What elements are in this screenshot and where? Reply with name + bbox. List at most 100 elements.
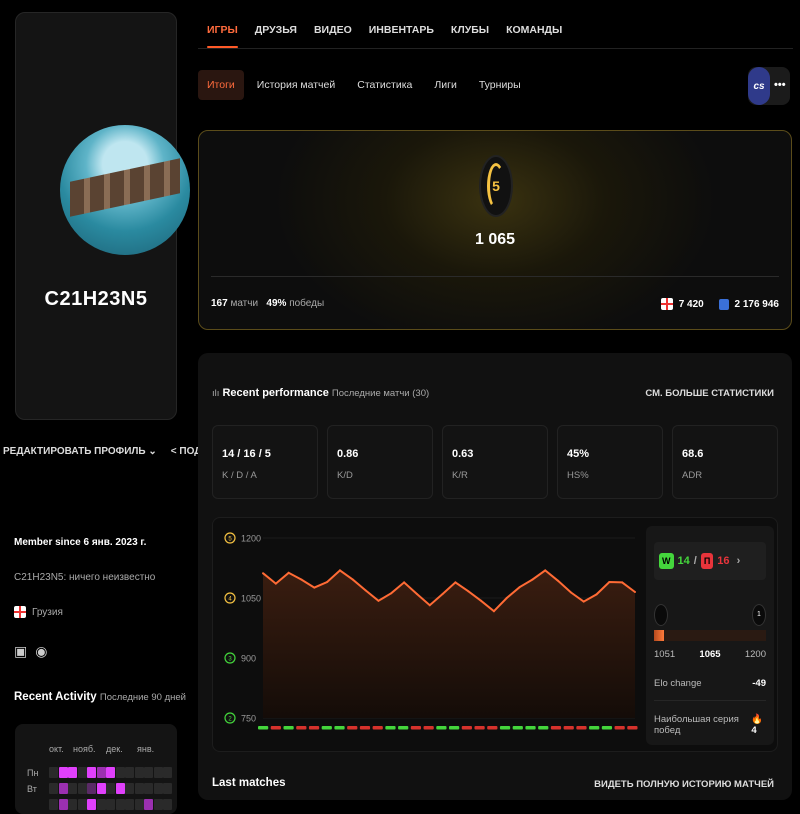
activity-cell[interactable]: [153, 783, 163, 794]
match-result-loss[interactable]: [614, 726, 625, 730]
tab-1[interactable]: ДРУЗЬЯ: [254, 24, 297, 36]
match-result-loss[interactable]: [347, 726, 358, 730]
elo-point[interactable]: [262, 572, 264, 575]
match-result-win[interactable]: [525, 726, 536, 730]
activity-cell[interactable]: [106, 783, 115, 794]
match-result-loss[interactable]: [550, 726, 562, 730]
activity-cell[interactable]: [106, 767, 115, 778]
activity-cell[interactable]: [115, 783, 125, 794]
match-result-win[interactable]: [321, 726, 332, 730]
tab-5[interactable]: КОМАНДЫ: [506, 24, 563, 36]
activity-cell[interactable]: [115, 799, 125, 810]
elo-point[interactable]: [287, 571, 290, 574]
elo-point[interactable]: [390, 592, 393, 595]
elo-point[interactable]: [518, 586, 521, 589]
elo-point[interactable]: [428, 604, 431, 607]
elo-point[interactable]: [608, 581, 611, 583]
match-result-loss[interactable]: [627, 726, 638, 730]
elo-point[interactable]: [634, 591, 636, 593]
match-result-loss[interactable]: [423, 726, 434, 730]
match-result-loss[interactable]: [296, 726, 307, 730]
match-result-win[interactable]: [512, 726, 523, 730]
activity-cell[interactable]: [77, 799, 87, 810]
more-icon[interactable]: •••: [774, 79, 786, 91]
elo-point[interactable]: [274, 582, 277, 585]
elo-point[interactable]: [364, 589, 367, 592]
activity-cell[interactable]: [144, 799, 153, 810]
match-result-loss[interactable]: [487, 726, 498, 730]
activity-cell[interactable]: [115, 767, 125, 778]
elo-point[interactable]: [403, 581, 406, 584]
match-result-win[interactable]: [436, 726, 447, 730]
activity-cell[interactable]: [77, 783, 87, 794]
elo-point[interactable]: [480, 599, 483, 602]
activity-cell[interactable]: [125, 767, 134, 778]
steam-icon[interactable]: ◉: [35, 643, 48, 659]
match-result-loss[interactable]: [563, 726, 574, 730]
match-result-loss[interactable]: [410, 726, 422, 730]
elo-point[interactable]: [505, 597, 508, 599]
activity-cell[interactable]: [134, 767, 144, 778]
match-result-win[interactable]: [449, 726, 460, 730]
full-history-link[interactable]: ВИДЕТЬ ПОЛНУЮ ИСТОРИЮ МАТЧЕЙ: [594, 779, 774, 790]
subtab-0[interactable]: Итоги: [198, 70, 244, 100]
game-switcher[interactable]: cs •••: [748, 67, 790, 105]
activity-cell[interactable]: [125, 783, 134, 794]
match-result-loss[interactable]: [474, 726, 485, 730]
match-result-loss[interactable]: [308, 726, 320, 730]
elo-point[interactable]: [557, 579, 560, 582]
elo-point[interactable]: [544, 569, 547, 572]
match-result-win[interactable]: [283, 726, 294, 730]
activity-cell[interactable]: [144, 767, 153, 778]
match-result-win[interactable]: [589, 726, 600, 730]
subtab-2[interactable]: Статистика: [357, 79, 413, 91]
match-result-loss[interactable]: [270, 726, 281, 730]
elo-point[interactable]: [454, 581, 457, 584]
activity-cell[interactable]: [163, 767, 172, 778]
elo-point[interactable]: [415, 593, 418, 595]
activity-cell[interactable]: [106, 799, 115, 810]
activity-cell[interactable]: [134, 799, 144, 810]
match-result-loss[interactable]: [461, 726, 472, 730]
activity-cell[interactable]: [87, 767, 96, 778]
tab-0[interactable]: ИГРЫ: [207, 24, 238, 48]
country-rank[interactable]: 7 420: [678, 298, 704, 310]
match-result-loss[interactable]: [359, 726, 371, 730]
tab-4[interactable]: КЛУБЫ: [450, 24, 490, 36]
match-result-win[interactable]: [601, 726, 613, 730]
subtab-4[interactable]: Турниры: [478, 79, 521, 91]
elo-point[interactable]: [531, 578, 534, 581]
elo-point[interactable]: [467, 590, 470, 593]
activity-cell[interactable]: [134, 783, 144, 794]
activity-cell[interactable]: [153, 799, 163, 810]
match-result-win[interactable]: [385, 726, 396, 730]
activity-cell[interactable]: [49, 767, 58, 778]
elo-point[interactable]: [326, 581, 329, 583]
activity-cell[interactable]: [68, 783, 77, 794]
activity-cell[interactable]: [68, 799, 77, 810]
elo-point[interactable]: [313, 586, 316, 589]
elo-point[interactable]: [582, 600, 585, 603]
match-result-win[interactable]: [334, 726, 345, 730]
match-result-win[interactable]: [258, 726, 269, 730]
activity-cell[interactable]: [125, 799, 134, 810]
subtab-1[interactable]: История матчей: [256, 79, 336, 91]
activity-cell[interactable]: [163, 783, 172, 794]
activity-cell[interactable]: [68, 767, 77, 778]
activity-cell[interactable]: [58, 767, 68, 778]
activity-cell[interactable]: [96, 767, 106, 778]
activity-cell[interactable]: [58, 799, 68, 810]
twitch-icon[interactable]: ▣: [14, 643, 28, 659]
tab-3[interactable]: ИНВЕНТАРЬ: [368, 24, 434, 36]
activity-cell[interactable]: [87, 799, 96, 810]
elo-point[interactable]: [377, 599, 380, 602]
elo-point[interactable]: [300, 578, 303, 581]
win-loss-button[interactable]: W 14/П 16 ›: [654, 542, 766, 580]
edit-profile-button[interactable]: РЕДАКТИРОВАТЬ ПРОФИЛЬ ⌄: [3, 446, 157, 457]
activity-cell[interactable]: [96, 799, 106, 810]
global-rank[interactable]: 2 176 946: [734, 298, 780, 310]
elo-point[interactable]: [441, 593, 444, 595]
activity-cell[interactable]: [77, 767, 87, 778]
activity-cell[interactable]: [49, 783, 58, 794]
elo-point[interactable]: [569, 591, 572, 594]
